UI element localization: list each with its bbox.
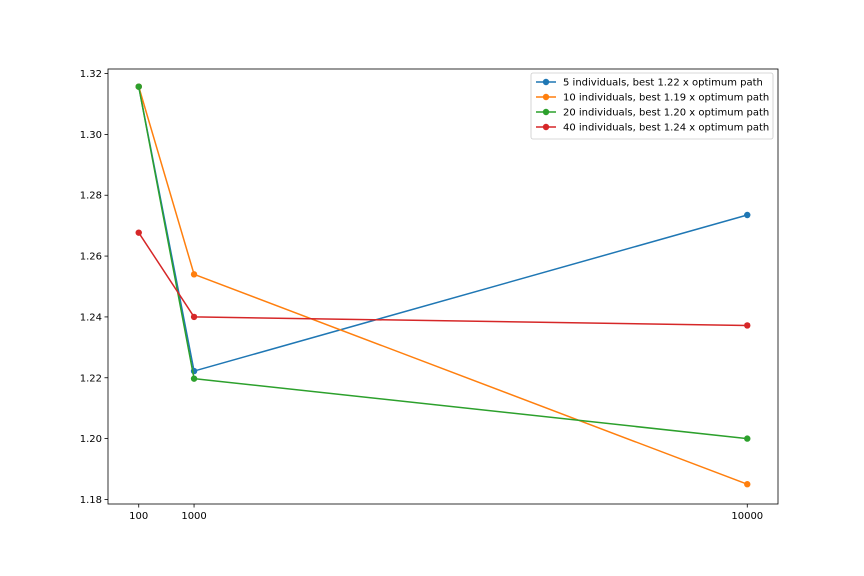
legend: 5 individuals, best 1.22 x optimum path 1… bbox=[530, 72, 774, 140]
legend-entry-4: 40 individuals, best 1.24 x optimum path bbox=[536, 123, 769, 134]
legend-marker-3 bbox=[542, 108, 550, 116]
series-3-point-1 bbox=[135, 83, 142, 90]
y-tick-label-6: 1.28 bbox=[80, 191, 102, 202]
legend-marker-2 bbox=[542, 93, 550, 101]
x-tick-label-2: 1000 bbox=[181, 511, 206, 522]
y-tick-label-1: 1.18 bbox=[80, 495, 102, 506]
y-tick-label-2: 1.20 bbox=[80, 434, 102, 445]
series-4-point-1 bbox=[135, 229, 142, 236]
series-4-point-3 bbox=[744, 322, 751, 329]
legend-marker-4 bbox=[542, 123, 550, 131]
legend-box bbox=[530, 72, 774, 140]
plot-frame bbox=[107, 68, 779, 505]
y-tick-label-4: 1.24 bbox=[80, 312, 102, 323]
legend-entry-3: 20 individuals, best 1.20 x optimum path bbox=[536, 108, 769, 119]
series-4 bbox=[135, 229, 751, 329]
series-layer bbox=[135, 83, 751, 488]
y-tick-label-8: 1.32 bbox=[80, 69, 102, 80]
legend-label-1: 5 individuals, best 1.22 x optimum path bbox=[563, 78, 763, 89]
series-3 bbox=[135, 83, 751, 442]
legend-label-3: 20 individuals, best 1.20 x optimum path bbox=[563, 108, 769, 119]
legend-label-2: 10 individuals, best 1.19 x optimum path bbox=[563, 93, 769, 104]
x-axis: 100 1000 10000 bbox=[129, 504, 763, 522]
legend-entry-1: 5 individuals, best 1.22 x optimum path bbox=[536, 78, 763, 89]
x-tick-label-1: 100 bbox=[129, 511, 148, 522]
legend-entry-2: 10 individuals, best 1.19 x optimum path bbox=[536, 93, 769, 104]
legend-marker-1 bbox=[542, 78, 550, 86]
y-axis: 1.18 1.20 1.22 1.24 1.26 1.28 1.30 1.32 bbox=[80, 69, 108, 506]
series-4-point-2 bbox=[190, 313, 198, 321]
y-tick-label-7: 1.30 bbox=[80, 130, 102, 141]
series-3-point-2 bbox=[190, 375, 198, 382]
y-tick-label-3: 1.22 bbox=[80, 373, 102, 384]
legend-label-4: 40 individuals, best 1.24 x optimum path bbox=[563, 123, 769, 134]
series-1-point-3 bbox=[744, 211, 751, 219]
series-3-point-3 bbox=[744, 435, 751, 442]
series-2-point-3 bbox=[744, 481, 751, 488]
series-2-point-2 bbox=[190, 271, 198, 278]
y-tick-label-5: 1.26 bbox=[80, 252, 102, 263]
x-tick-label-3: 10000 bbox=[731, 511, 763, 522]
